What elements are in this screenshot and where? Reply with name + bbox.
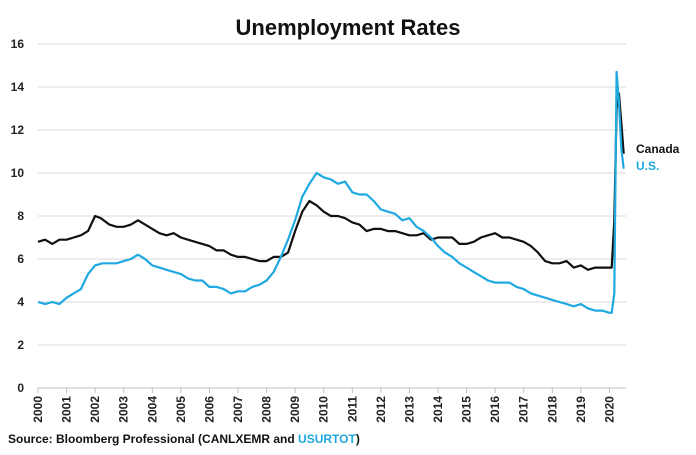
x-tick-label-2003: 2003 xyxy=(117,396,131,423)
x-tick-label-2007: 2007 xyxy=(231,396,245,423)
source-note: Source: Bloomberg Professional (CANLXEMR… xyxy=(8,432,360,446)
x-axis-ticks: 2000 2001 2002 2003 2004 2005 2006 2007 2008 2009… xyxy=(31,388,616,423)
y-tick-label-6: 6 xyxy=(17,252,24,266)
x-tick-label-2009: 2009 xyxy=(288,396,302,423)
x-tick-label-2014: 2014 xyxy=(431,396,445,423)
y-tick-label-16: 16 xyxy=(11,37,25,51)
series-line-canada xyxy=(37,92,625,271)
x-tick-label-2004: 2004 xyxy=(145,396,159,423)
x-tick-label-2005: 2005 xyxy=(174,396,188,423)
source-highlight: USURTOT xyxy=(298,432,356,446)
y-tick-label-12: 12 xyxy=(11,123,25,137)
legend: Canada U.S. xyxy=(636,142,680,173)
gridlines xyxy=(38,43,626,389)
x-tick-label-2012: 2012 xyxy=(374,396,388,423)
y-tick-label-4: 4 xyxy=(17,295,24,309)
legend-label-canada: Canada xyxy=(636,142,680,156)
y-tick-label-2: 2 xyxy=(17,338,24,352)
x-tick-label-2019: 2019 xyxy=(574,396,588,423)
x-tick-label-2011: 2011 xyxy=(345,396,359,422)
y-tick-label-8: 8 xyxy=(17,209,24,223)
source-text: Source: Bloomberg Professional (CANLXEMR… xyxy=(8,432,299,446)
x-tick-label-2000: 2000 xyxy=(31,396,45,423)
legend-label-u-s: U.S. xyxy=(636,159,659,173)
y-axis-ticks: 0 2 4 6 8 10 12 14 16 xyxy=(11,37,25,395)
x-tick-label-2018: 2018 xyxy=(545,396,559,423)
x-tick-label-2010: 2010 xyxy=(317,396,331,423)
x-tick-label-2008: 2008 xyxy=(260,396,274,423)
y-tick-label-10: 10 xyxy=(11,166,25,180)
x-tick-label-2006: 2006 xyxy=(202,396,216,423)
x-tick-label-2002: 2002 xyxy=(88,396,102,423)
x-tick-label-2013: 2013 xyxy=(402,396,416,423)
y-tick-label-14: 14 xyxy=(11,80,25,94)
x-tick-label-2020: 2020 xyxy=(602,396,616,423)
series-line-u-s xyxy=(37,70,625,314)
y-tick-label-0: 0 xyxy=(17,381,24,395)
x-tick-label-2001: 2001 xyxy=(60,396,74,423)
source-close: ) xyxy=(355,432,360,446)
x-tick-label-2017: 2017 xyxy=(517,396,531,423)
x-tick-label-2015: 2015 xyxy=(460,396,474,423)
series-lines xyxy=(37,70,625,314)
chart-title: Unemployment Rates xyxy=(236,15,461,40)
x-tick-label-2016: 2016 xyxy=(488,396,502,423)
